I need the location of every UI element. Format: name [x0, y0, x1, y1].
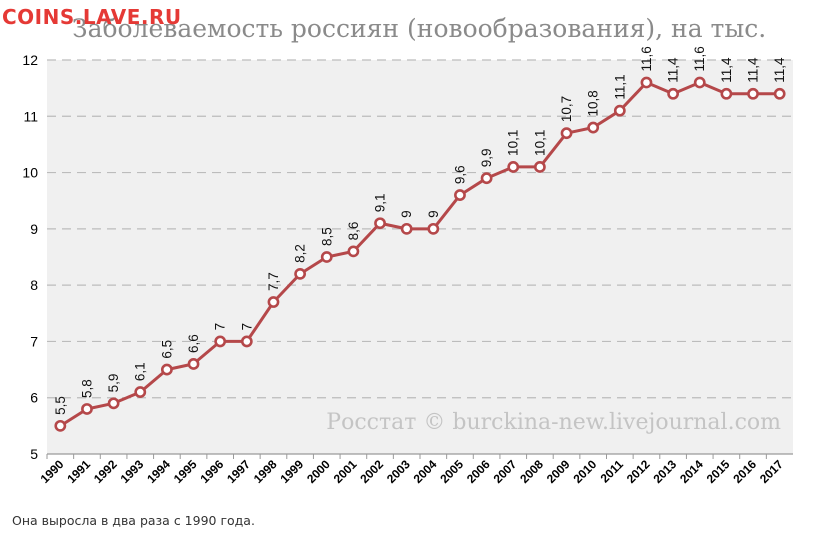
- data-label: 11,4: [666, 57, 681, 83]
- x-tick-label: 1995: [171, 457, 200, 486]
- data-label: 6,6: [186, 334, 201, 353]
- y-tick-label: 11: [23, 108, 38, 124]
- data-point: [134, 386, 147, 398]
- data-label: 5,8: [79, 379, 94, 398]
- data-label: 9: [426, 210, 441, 218]
- data-label: 11,4: [719, 57, 734, 83]
- caption: Она выросла в два раза с 1990 года.: [12, 513, 255, 528]
- x-tick-label: 2006: [464, 457, 493, 486]
- data-label: 5,9: [106, 374, 121, 393]
- x-tick-label: 2013: [650, 457, 679, 486]
- data-label: 9,1: [373, 193, 388, 212]
- data-point: [214, 335, 227, 348]
- data-label: 11,4: [746, 57, 761, 83]
- x-tick-label: 2000: [304, 457, 333, 486]
- data-label: 8,2: [293, 244, 308, 263]
- x-tick-label: 1997: [224, 457, 253, 486]
- data-point: [81, 403, 93, 415]
- x-tick-label: 2003: [384, 457, 413, 486]
- data-point: [640, 76, 653, 89]
- data-point: [454, 189, 466, 201]
- x-tick-label: 1994: [144, 457, 173, 486]
- data-point: [347, 245, 360, 258]
- data-point: [427, 222, 440, 235]
- x-tick-label: 2015: [704, 457, 733, 486]
- x-tick-label: 1999: [277, 457, 306, 486]
- x-tick-label: 2009: [544, 457, 573, 486]
- x-tick-label: 2014: [677, 457, 706, 486]
- data-label: 11,6: [639, 46, 654, 71]
- data-point: [693, 76, 706, 89]
- x-tick-label: 1998: [251, 457, 280, 486]
- data-point: [747, 87, 759, 100]
- data-point: [294, 267, 307, 280]
- x-tick-label: 1991: [64, 457, 93, 486]
- y-tick-label: 12: [22, 52, 38, 68]
- data-label: 5,5: [53, 396, 68, 415]
- y-tick-label: 10: [22, 165, 38, 181]
- data-label: 7: [213, 323, 228, 331]
- data-point: [720, 87, 733, 100]
- data-point: [240, 335, 253, 348]
- y-tick-label: 8: [30, 277, 38, 293]
- data-point: [320, 251, 333, 263]
- data-label: 6,1: [133, 362, 148, 381]
- x-tick-label: 2007: [491, 457, 520, 486]
- data-label: 10,1: [506, 130, 521, 156]
- data-label: 8,6: [346, 222, 361, 241]
- data-point: [160, 363, 173, 376]
- x-tick-label: 2010: [571, 457, 600, 486]
- site-watermark: COINS.LAVE.RU: [2, 5, 182, 29]
- x-tick-label: 1996: [198, 457, 227, 486]
- data-point: [374, 217, 386, 230]
- chart-title: Заболеваемость россиян (новообразования)…: [72, 14, 767, 43]
- source-note: Росстат © burckina-new.livejournal.com: [326, 410, 781, 435]
- y-tick-label: 5: [30, 446, 38, 462]
- data-label: 8,5: [319, 227, 334, 246]
- y-tick-label: 9: [30, 221, 38, 237]
- data-point: [507, 161, 520, 173]
- y-tick-label: 6: [30, 390, 38, 406]
- x-tick-label: 1992: [91, 457, 120, 486]
- data-point: [613, 104, 626, 117]
- x-tick-label: 2008: [517, 457, 546, 486]
- data-point: [267, 296, 280, 308]
- data-point: [560, 127, 573, 140]
- x-tick-label: 1990: [38, 457, 67, 486]
- data-point: [480, 172, 493, 185]
- data-label: 7,7: [266, 272, 281, 291]
- data-label: 11,4: [772, 57, 787, 83]
- x-tick-label: 2002: [357, 457, 386, 486]
- data-label: 9,6: [452, 165, 467, 184]
- data-point: [773, 87, 786, 100]
- data-point: [587, 121, 600, 134]
- x-tick-label: 2005: [437, 457, 466, 486]
- x-tick-label: 2001: [331, 457, 360, 486]
- data-label: 11,6: [692, 46, 707, 71]
- data-label: 10,8: [586, 90, 601, 116]
- x-tick-label: 2016: [730, 457, 759, 486]
- plot-area: [47, 60, 793, 454]
- x-tick-label: 1993: [118, 457, 147, 486]
- data-label: 7: [239, 323, 254, 331]
- data-label: 6,5: [159, 340, 174, 359]
- x-tick-label: 2012: [624, 457, 653, 486]
- x-tick-label: 2017: [757, 457, 786, 486]
- data-point: [400, 222, 413, 235]
- x-tick-label: 2011: [598, 457, 627, 486]
- data-label: 9,9: [479, 148, 494, 167]
- data-label: 10,7: [559, 96, 574, 122]
- y-tick-label: 7: [30, 333, 38, 349]
- data-label: 11,1: [612, 74, 627, 99]
- data-point: [187, 358, 200, 370]
- data-point: [667, 87, 680, 100]
- data-point: [107, 397, 120, 410]
- data-label: 10,1: [532, 130, 547, 156]
- data-label: 9: [399, 210, 414, 218]
- data-point: [54, 419, 67, 432]
- x-tick-label: 2004: [411, 457, 440, 486]
- line-chart: 5678910111219901991199219931994199519961…: [22, 46, 793, 486]
- data-point: [533, 161, 546, 173]
- series-line: [59, 81, 780, 428]
